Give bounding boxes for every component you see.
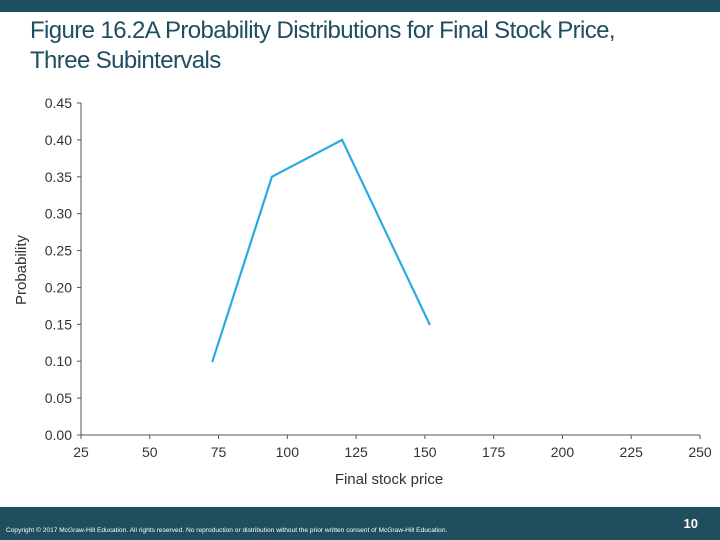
x-axis: 25 50 75 100 125 150 175 200 225 250 (73, 434, 712, 460)
y-axis-label: Probability (13, 234, 30, 305)
x-tick-label: 200 (551, 444, 575, 460)
page-number: 10 (683, 516, 698, 531)
y-tick-label: 0.40 (45, 132, 72, 148)
top-bar (0, 0, 720, 12)
y-tick-label: 0.30 (45, 206, 72, 222)
y-tick-label: 0.35 (45, 169, 72, 185)
x-tick-label: 250 (688, 444, 712, 460)
slide-title: Figure 16.2A Probability Distributions f… (30, 16, 690, 76)
probability-series-line (211, 138, 431, 362)
data-point (211, 360, 214, 363)
y-tick-label: 0.45 (45, 95, 72, 111)
data-point (428, 323, 431, 326)
probability-line-chart: 0.00 0.05 0.10 0.15 0.20 0.25 0.30 0.35 0.40 0.45… (13, 95, 712, 488)
x-axis-label: Final stock price (335, 471, 443, 488)
y-tick-label: 0.00 (45, 427, 72, 443)
y-tick-label: 0.25 (45, 243, 72, 259)
x-tick-label: 175 (482, 444, 506, 460)
x-tick-label: 25 (73, 444, 89, 460)
copyright-notice: Copyright © 2017 McGraw-Hill Education. … (6, 527, 448, 534)
x-tick-label: 50 (142, 444, 158, 460)
x-tick-label: 75 (211, 444, 227, 460)
data-point (270, 175, 274, 178)
data-point (340, 138, 344, 141)
slide-title-line-2: Three Subintervals (30, 47, 221, 74)
slide-title-line-1: Figure 16.2A Probability Distributions f… (30, 17, 616, 44)
footer-bar (0, 507, 720, 540)
y-tick-label: 0.15 (45, 316, 72, 332)
x-tick-label: 125 (344, 444, 368, 460)
y-tick-label: 0.10 (45, 353, 72, 369)
y-axis: 0.00 0.05 0.10 0.15 0.20 0.25 0.30 0.35 0.40 0.45 (45, 95, 82, 443)
series (211, 138, 431, 363)
y-tick-label: 0.05 (45, 390, 72, 406)
x-tick-label: 100 (276, 444, 300, 460)
y-tick-label: 0.20 (45, 279, 72, 295)
x-tick-label: 150 (413, 444, 437, 460)
x-tick-label: 225 (620, 444, 644, 460)
